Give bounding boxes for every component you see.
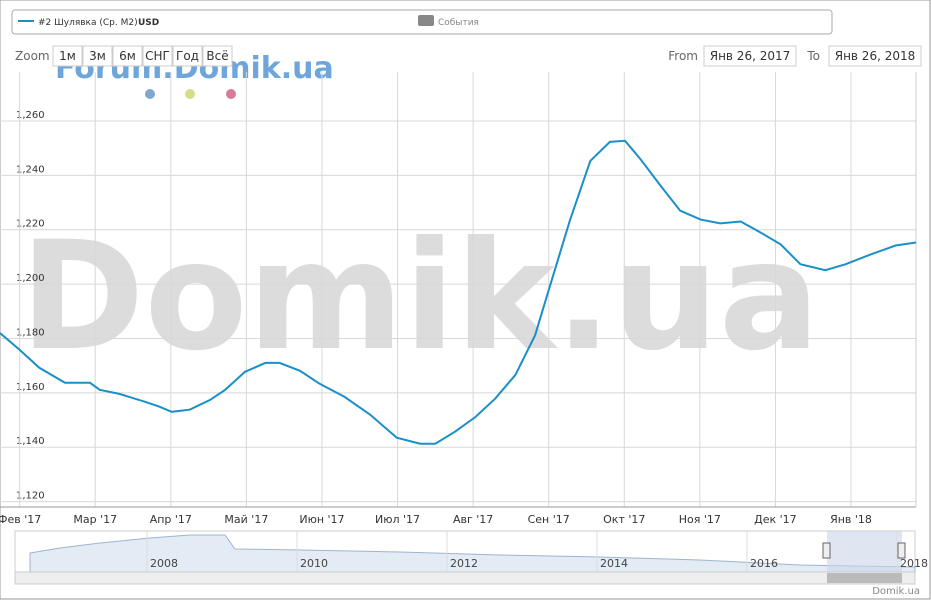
x-tick-label: Июн '17	[299, 513, 344, 526]
from-input[interactable]	[703, 45, 797, 67]
from-value[interactable]: Янв 26, 2017	[710, 49, 791, 63]
navigator-year: 2012	[450, 557, 478, 570]
scrollbar[interactable]	[14, 571, 916, 585]
zoom-button[interactable]	[142, 45, 173, 67]
y-tick-label: 1,220	[16, 219, 45, 230]
y-tick-label: 1,260	[16, 110, 45, 121]
x-tick-label: Ноя '17	[679, 513, 721, 526]
zoom-button-label[interactable]: 3м	[89, 49, 106, 63]
zoom-button[interactable]	[202, 45, 233, 67]
navigator-area	[29, 534, 916, 573]
x-tick-label: Авг '17	[453, 513, 493, 526]
to-value[interactable]: Янв 26, 2018	[835, 49, 916, 63]
zoom-button[interactable]	[52, 45, 83, 67]
zoom-button-label[interactable]: Всё	[206, 49, 228, 63]
x-tick-label: Янв '18	[830, 513, 872, 526]
navigator-handle[interactable]	[897, 542, 906, 559]
zoom-label: Zoom	[15, 49, 50, 63]
zoom-button[interactable]	[112, 45, 143, 67]
y-tick-label: 1,180	[16, 327, 45, 338]
to-input[interactable]	[828, 45, 922, 67]
series-line	[0, 139, 917, 445]
to-label: To	[806, 49, 820, 63]
x-tick-label: Июл '17	[375, 513, 420, 526]
zoom-button[interactable]	[172, 45, 203, 67]
zoom-button-label[interactable]: 6м	[119, 49, 136, 63]
navigator-handle[interactable]	[822, 542, 831, 559]
events-label[interactable]: События	[438, 18, 479, 28]
dot	[145, 89, 155, 99]
y-tick-label: 1,140	[16, 436, 45, 447]
y-tick-label: 1,160	[16, 382, 45, 393]
x-tick-label: Дек '17	[754, 513, 797, 526]
x-tick-label: Апр '17	[150, 513, 192, 526]
x-tick-label: Сен '17	[528, 513, 570, 526]
navigator-year: 2008	[150, 557, 178, 570]
navigator-year: 2018	[900, 557, 928, 570]
x-tick-label: Фев '17	[0, 513, 41, 526]
navigator-year: 2014	[600, 557, 628, 570]
x-tick-label: Май '17	[224, 513, 268, 526]
zoom-button-label[interactable]: 1м	[59, 49, 76, 63]
navigator-year: 2016	[750, 557, 778, 570]
zoom-button-label[interactable]: СНГ	[145, 49, 170, 63]
dot	[185, 89, 195, 99]
navigator-year: 2010	[300, 557, 328, 570]
x-tick-label: Мар '17	[73, 513, 117, 526]
scrollbar-thumb[interactable]	[827, 573, 902, 583]
y-tick-label: 1,200	[16, 273, 45, 284]
from-label: From	[668, 49, 698, 63]
legend-label[interactable]: #2 Шулявка (Ср. М2)	[38, 18, 138, 28]
y-tick-label: 1,240	[16, 164, 45, 175]
zoom-button[interactable]	[82, 45, 113, 67]
events-swatch	[418, 15, 434, 26]
x-tick-label: Окт '17	[603, 513, 645, 526]
legend-unit: USD	[138, 18, 159, 28]
dot	[226, 89, 236, 99]
navigator-selection[interactable]	[827, 531, 902, 572]
credit[interactable]: Domik.ua	[872, 586, 920, 597]
big-watermark: Domik.ua	[20, 210, 820, 384]
zoom-button-label[interactable]: Год	[176, 49, 199, 63]
y-tick-label: 1,120	[16, 491, 45, 502]
